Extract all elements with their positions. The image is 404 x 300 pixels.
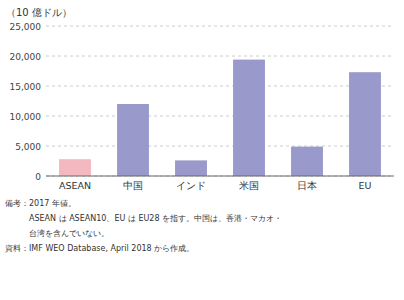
bar — [349, 72, 381, 176]
x-tick-label: 中国 — [123, 180, 143, 191]
x-tick-label: EU — [359, 180, 372, 191]
note: 台湾を含んでいない。 — [5, 229, 109, 238]
note: 資料：IMF WEO Database, April 2018 から作成。 — [5, 244, 194, 253]
grid — [46, 26, 394, 176]
y-tick-label: 10,000 — [10, 112, 42, 122]
note: 備考：2017 年値。 — [5, 199, 76, 208]
bar — [175, 160, 207, 176]
grid-line — [46, 146, 394, 147]
y-tick-label: 0 — [35, 172, 41, 182]
y-tick-label: 25,000 — [10, 22, 42, 32]
x-axis-line — [46, 176, 394, 177]
y-axis-label: （10 億ドル） — [6, 7, 72, 18]
grid-line — [46, 86, 394, 87]
y-tick-label: 15,000 — [10, 82, 42, 92]
x-tick-label: インド — [176, 180, 206, 191]
bar — [59, 159, 91, 176]
bar — [291, 147, 323, 176]
note: ASEAN は ASEAN10、EU は EU28 を指す。中国は、香港・マカオ… — [5, 214, 282, 223]
grid-line — [46, 116, 394, 117]
grid-line — [46, 176, 394, 177]
x-tick-label: ASEAN — [59, 180, 91, 191]
bar — [233, 60, 265, 176]
y-tick-label: 5,000 — [15, 142, 41, 152]
chart: （10 億ドル） 0 5,000 10,000 15,000 20,000 25,000 AS… — [0, 0, 404, 300]
grid-line — [46, 56, 394, 57]
x-tick-label: 日本 — [297, 180, 317, 191]
y-tick-label: 20,000 — [10, 52, 42, 62]
grid-line — [46, 26, 394, 27]
x-tick-label: 米国 — [239, 180, 259, 191]
bar — [117, 104, 149, 176]
